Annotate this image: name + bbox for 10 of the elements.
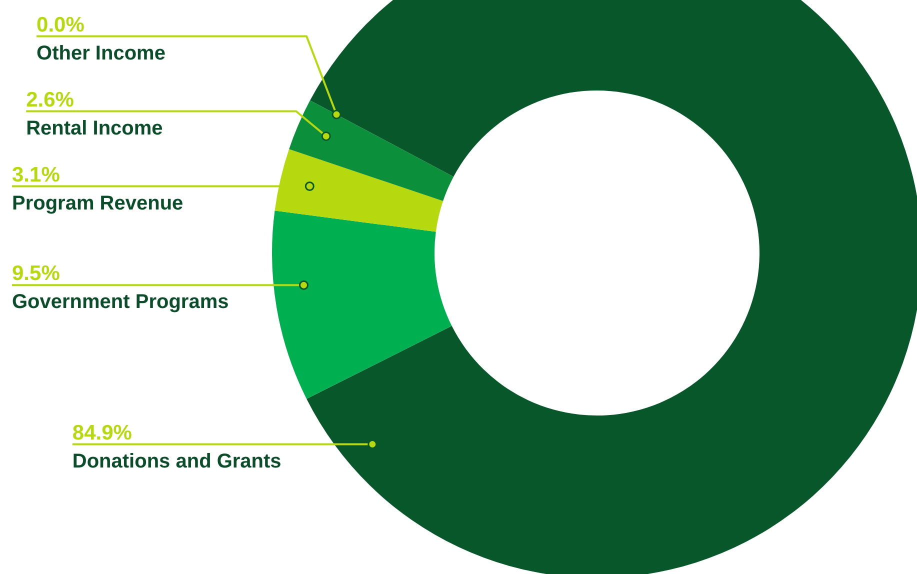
- text: 0.0%: [36, 13, 84, 36]
- slice-label: Program Revenue: [12, 192, 184, 214]
- slice-label: Donations and Grants: [72, 450, 282, 472]
- category-label: Other Income: [36, 42, 166, 64]
- slice-label: Government Programs: [12, 291, 229, 314]
- data-label: 2.6%: [26, 88, 74, 112]
- data-label: 9.5%: [12, 262, 60, 286]
- slice-label: Rental Income: [26, 117, 163, 140]
- data-label: 84.9%: [72, 421, 132, 444]
- data-label: 3.1%: [12, 163, 60, 186]
